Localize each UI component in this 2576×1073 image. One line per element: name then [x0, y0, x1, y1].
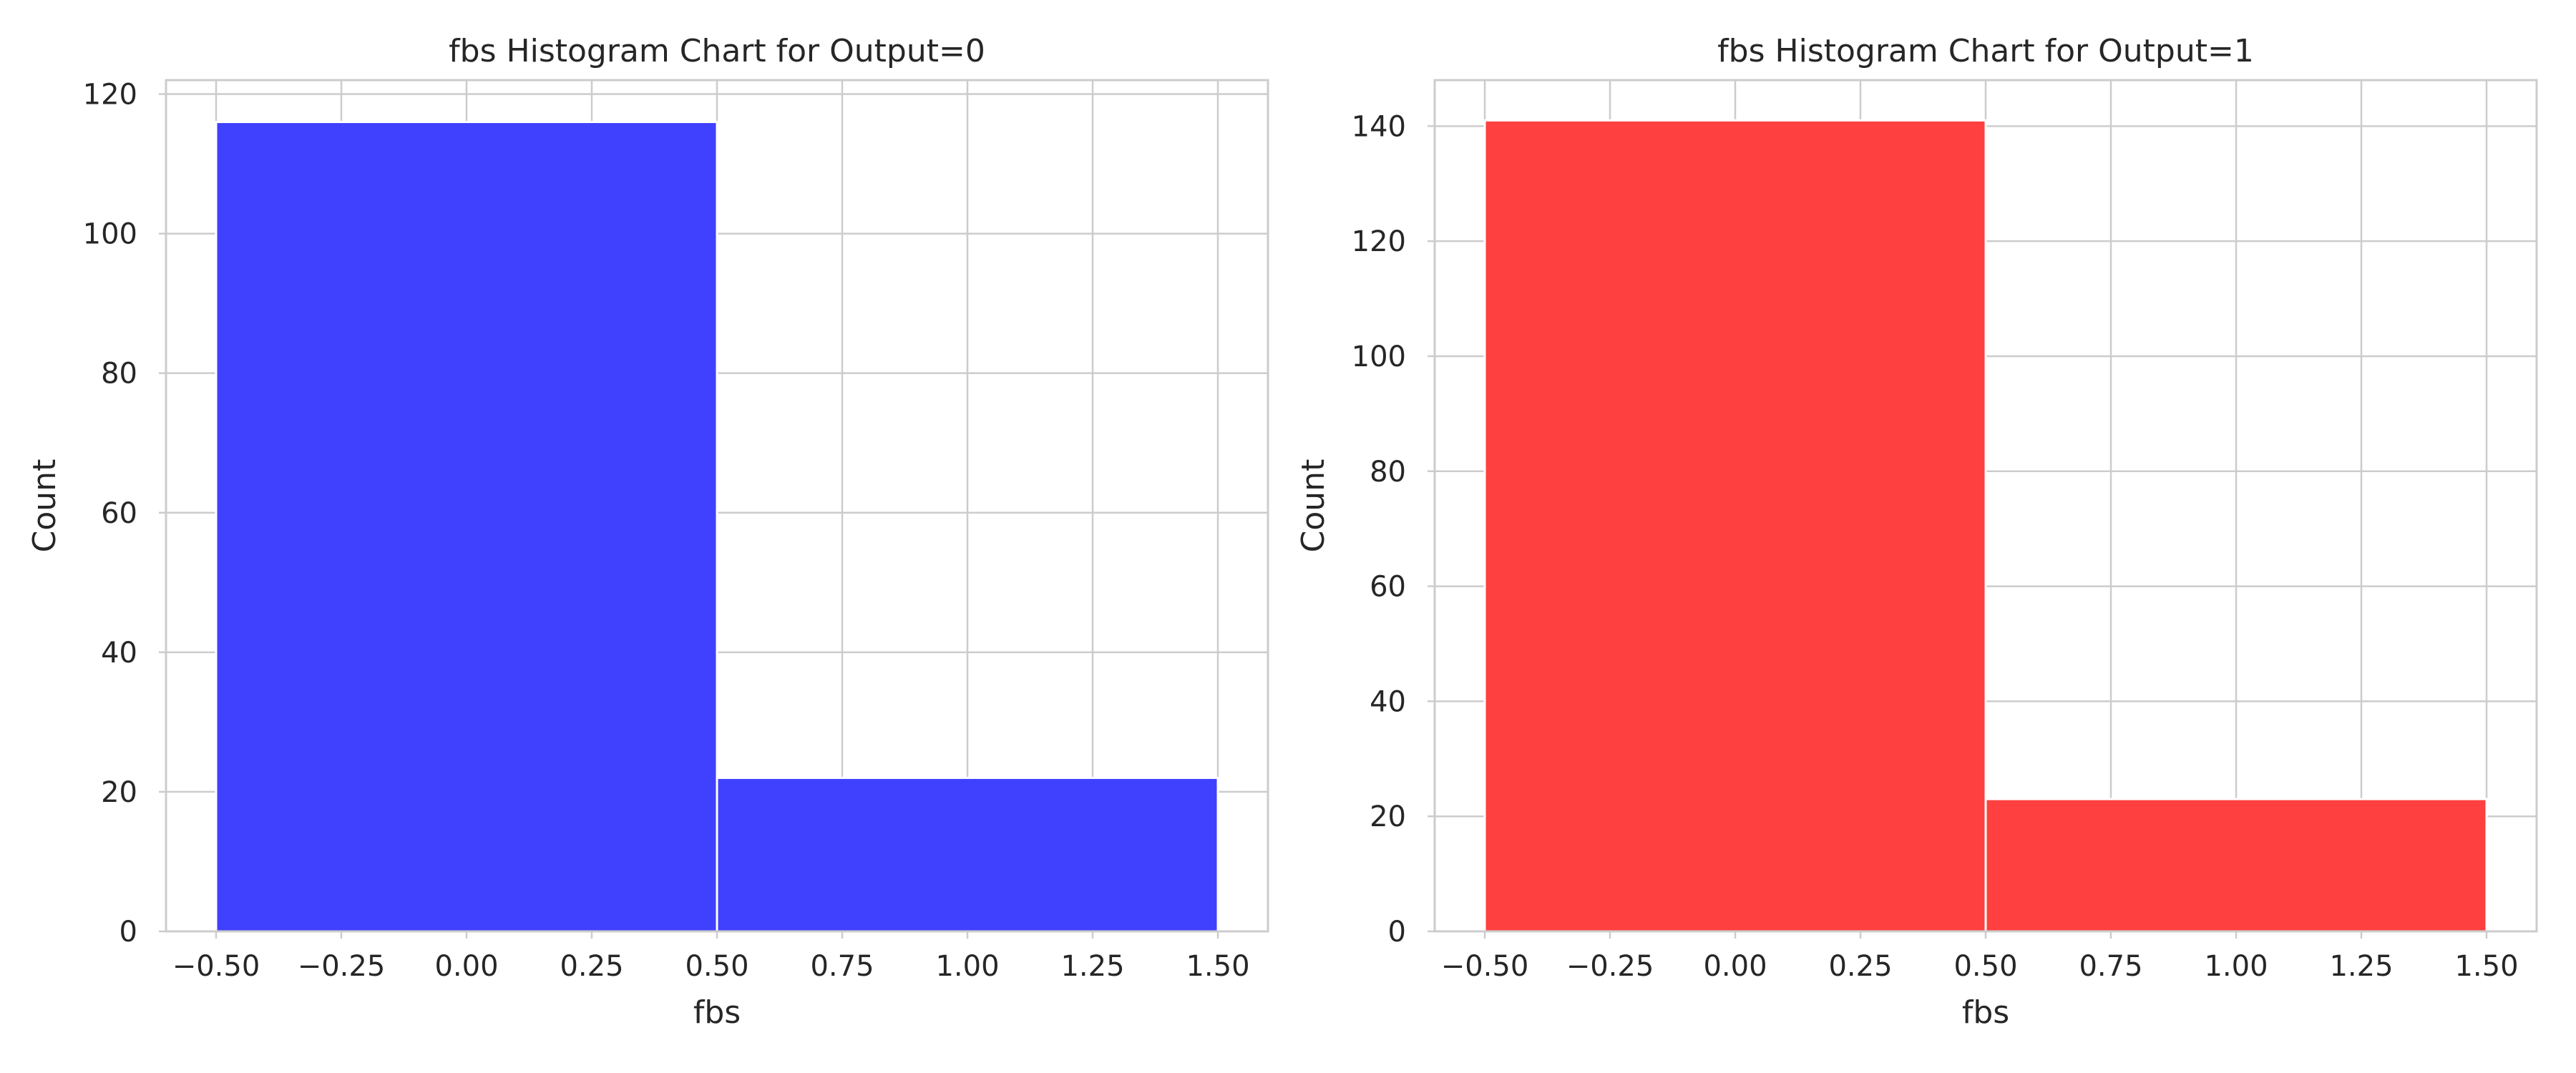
- histogram-bar: [215, 121, 718, 933]
- y-tick-label: 0: [119, 916, 137, 949]
- chart-title: fbs Histogram Chart for Output=0: [449, 33, 985, 69]
- ticks: −0.50 −0.25 0.00 0.25 0.50 0.75 1.00 1.25 1.50 0 2…: [83, 79, 1250, 983]
- bars: [1483, 119, 2488, 933]
- x-tick-label: 0.25: [560, 950, 623, 983]
- x-tick-label: 1.25: [1060, 950, 1124, 983]
- y-tick-label: 140: [1352, 110, 1406, 143]
- x-tick-label: −0.25: [1566, 950, 1654, 983]
- y-axis-label: Count: [26, 459, 63, 553]
- x-tick-label: 0.25: [1828, 950, 1892, 983]
- chart-title: fbs Histogram Chart for Output=1: [1717, 33, 2254, 69]
- y-tick-label: 20: [101, 776, 137, 809]
- y-tick-label: 40: [101, 637, 137, 670]
- x-tick-label: 1.25: [2329, 950, 2393, 983]
- x-tick-label: −0.50: [172, 950, 260, 983]
- ticks: −0.50 −0.25 0.00 0.25 0.50 0.75 1.00 1.25 1.50 0 2…: [1352, 110, 2519, 983]
- x-tick-label: 1.50: [1186, 950, 1249, 983]
- y-axis-label: Count: [1295, 459, 1332, 553]
- histogram-bar: [1984, 798, 2488, 933]
- histogram-bar: [716, 776, 1219, 933]
- y-tick-label: 80: [101, 358, 137, 391]
- chart-output-1: −0.50 −0.25 0.00 0.25 0.50 0.75 1.00 1.25 1.50 0 2…: [1295, 33, 2538, 1031]
- x-tick-label: 0.75: [2079, 950, 2142, 983]
- x-tick-label: 0.00: [1703, 950, 1767, 983]
- y-tick-label: 100: [1352, 340, 1406, 373]
- x-tick-label: 0.00: [434, 950, 498, 983]
- x-axis-label: fbs: [1962, 994, 2009, 1031]
- histogram-bar: [1483, 119, 1987, 933]
- x-tick-label: 1.00: [935, 950, 999, 983]
- x-tick-label: 0.50: [1953, 950, 2017, 983]
- y-tick-label: 0: [1388, 916, 1406, 949]
- y-tick-label: 120: [1352, 225, 1406, 258]
- x-tick-label: 1.50: [2454, 950, 2518, 983]
- bars: [215, 121, 1219, 933]
- chart-output-0: −0.50 −0.25 0.00 0.25 0.50 0.75 1.00 1.25 1.50 0 2…: [26, 33, 1269, 1031]
- x-tick-label: 1.00: [2204, 950, 2268, 983]
- y-tick-label: 20: [1370, 800, 1406, 833]
- x-tick-label: 0.50: [685, 950, 748, 983]
- x-tick-label: −0.25: [298, 950, 386, 983]
- y-tick-label: 60: [101, 497, 137, 530]
- y-tick-label: 60: [1370, 571, 1406, 604]
- y-tick-label: 120: [83, 79, 137, 112]
- y-tick-label: 40: [1370, 685, 1406, 718]
- x-tick-label: 0.75: [810, 950, 874, 983]
- x-tick-label: −0.50: [1441, 950, 1529, 983]
- y-tick-label: 100: [83, 218, 137, 251]
- x-axis-label: fbs: [693, 994, 741, 1031]
- y-tick-label: 80: [1370, 456, 1406, 489]
